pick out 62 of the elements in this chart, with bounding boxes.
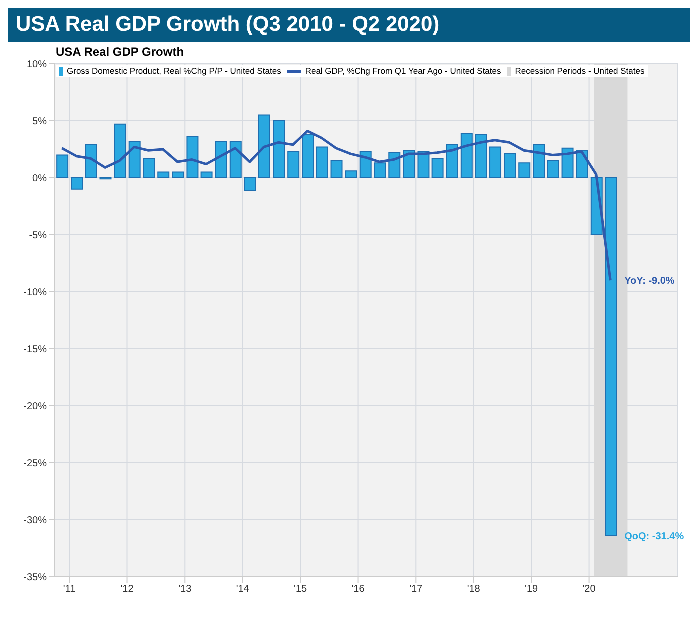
bar: [215, 141, 228, 178]
bar: [374, 162, 386, 178]
bar: [288, 151, 300, 178]
legend-label: Real GDP, %Chg From Q1 Year Ago - United States: [304, 66, 502, 76]
x-tick-label: '16: [352, 584, 366, 596]
annotation: YoY: -9.0%: [624, 276, 675, 288]
bar: [128, 141, 141, 178]
y-tick-label: -35%: [24, 572, 48, 584]
bar: [316, 146, 328, 178]
bar: [56, 154, 69, 178]
bar: [244, 178, 256, 192]
x-tick-label: '18: [467, 584, 481, 596]
bar: [504, 154, 516, 178]
bar: [200, 172, 213, 178]
x-tick-label: '20: [582, 584, 596, 596]
bar: [403, 150, 416, 178]
bar: [533, 144, 546, 178]
chart-title: USA Real GDP Growth (Q3 2010 - Q2 2020): [8, 8, 690, 42]
y-tick-label: -30%: [24, 516, 48, 527]
bar: [475, 134, 488, 178]
y-tick-label: -25%: [24, 458, 48, 470]
bar: [258, 114, 270, 178]
y-tick-label: 5%: [32, 116, 48, 128]
x-tick-label: '11: [63, 584, 76, 596]
y-tick-label: 0%: [32, 174, 48, 185]
bar: [85, 144, 98, 178]
bar: [432, 158, 444, 178]
bar: [186, 136, 199, 178]
bar: [460, 133, 473, 178]
bar: [547, 160, 560, 178]
x-tick-label: '17: [410, 584, 424, 596]
x-tick-label: '15: [294, 584, 308, 596]
bar: [605, 178, 618, 536]
bar: [562, 148, 574, 178]
line-series: [60, 130, 612, 282]
x-tick-label: '12: [120, 584, 134, 596]
bar: [446, 144, 458, 178]
legend-label: Gross Domestic Product, Real %Chg P/P - United States: [66, 66, 282, 76]
y-tick-label: -20%: [24, 402, 48, 413]
bar: [143, 158, 156, 178]
x-tick-label: '14: [236, 584, 250, 596]
bar: [273, 120, 286, 178]
bar: [330, 160, 343, 178]
bar: [158, 172, 170, 178]
y-tick-label: -5%: [29, 230, 48, 242]
y-tick-label: 10%: [26, 60, 48, 71]
chart-subtitle: USA Real GDP Growth: [56, 45, 184, 59]
x-tick-label: '19: [525, 584, 539, 596]
bar: [302, 134, 314, 178]
y-tick-label: -10%: [24, 288, 48, 299]
bar: [345, 170, 358, 178]
bar: [360, 151, 372, 178]
band-label: Recession Periods - United States: [514, 66, 645, 76]
bar: [518, 162, 531, 178]
x-tick-label: '13: [178, 584, 192, 596]
bar: [71, 178, 84, 190]
bar: [230, 141, 242, 178]
bar: [490, 146, 502, 178]
y-tick-label: -15%: [24, 344, 48, 356]
bar: [114, 124, 126, 178]
bar: [172, 172, 184, 178]
annotation: QoQ: -31.4%: [624, 532, 684, 543]
